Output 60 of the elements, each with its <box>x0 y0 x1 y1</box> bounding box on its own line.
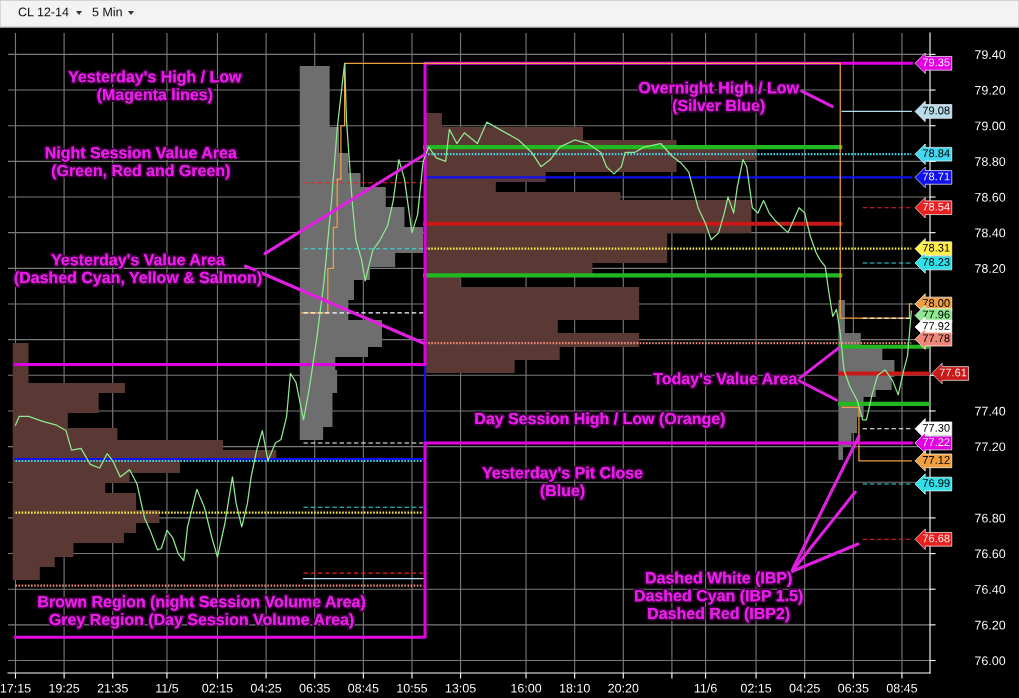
data-label: 77.92 <box>922 322 950 330</box>
annotation: Today's Value Area <box>653 372 798 388</box>
annotation: Dashed White (IBP) Dashed Cyan (IBP 1.5) Dashed Red (IBP2) <box>635 571 803 623</box>
y-tick-label: 79.40 <box>975 50 1006 60</box>
x-tick-label: 16:00 <box>511 683 542 693</box>
x-tick-label: 06:35 <box>838 683 869 693</box>
x-tick-label: 04:25 <box>250 683 282 693</box>
text: CL 12-14 <box>18 7 69 17</box>
annotation: Day Session High / Low (Orange) <box>475 412 725 428</box>
x-tick-label: 02:15 <box>740 683 772 693</box>
data-label: 78.71 <box>922 172 950 181</box>
annotation: Yesterday's Value Area (Dashed Cyan, Yellow & Salmon) <box>14 253 262 287</box>
x-tick-label: 08:45 <box>348 683 379 693</box>
x-tick-label: 06:35 <box>299 683 330 693</box>
y-tick-label: 78.80 <box>975 157 1006 167</box>
annotation: Yesterday's Pit Close (Blue) <box>482 466 643 500</box>
data-label: 77.78 <box>922 334 950 343</box>
x-tick-label: 11/5 <box>156 683 179 693</box>
x-tick-label: 02:15 <box>202 683 233 693</box>
y-tick-label: 78.40 <box>975 228 1006 238</box>
x-tick-label: 20:20 <box>608 683 639 693</box>
y-tick-label: 76.00 <box>975 656 1006 666</box>
data-label: 77.22 <box>922 438 950 446</box>
data-label: 76.99 <box>922 479 950 488</box>
y-tick-label: 76.20 <box>975 620 1006 630</box>
data-label: 77.30 <box>922 423 950 432</box>
x-tick-label: 13:05 <box>445 683 476 693</box>
data-label: 78.84 <box>922 149 950 158</box>
x-tick-label: 19:25 <box>49 683 80 693</box>
text: 5 Min <box>92 7 122 17</box>
x-tick-label: 11/6 <box>694 683 717 693</box>
data-label: 78.54 <box>922 202 950 211</box>
y-tick-label: 78.20 <box>975 264 1006 273</box>
x-tick-label: 08:45 <box>886 683 918 693</box>
y-tick-label: 77.40 <box>975 406 1006 416</box>
y-tick-label: 79.00 <box>975 121 1006 131</box>
y-tick-label: 79.20 <box>975 85 1006 95</box>
data-label: 78.31 <box>922 243 950 252</box>
y-tick-label: 76.40 <box>975 585 1006 594</box>
x-tick-label: 10:55 <box>397 683 428 693</box>
y-tick-label: 78.60 <box>975 192 1006 202</box>
data-label: 78.00 <box>922 299 950 307</box>
data-label: 77.61 <box>939 368 967 377</box>
annotation: Night Session Value Area (Green, Red and Green) <box>45 146 237 180</box>
data-label: 76.68 <box>922 534 950 543</box>
y-tick-label: 76.80 <box>975 513 1006 523</box>
x-tick-label: 17:15 <box>0 683 31 693</box>
y-tick-label: 77.20 <box>975 442 1006 452</box>
y-tick-label: 76.60 <box>975 549 1006 559</box>
data-label: 77.12 <box>922 455 950 464</box>
x-tick-label: 21:35 <box>97 683 128 693</box>
data-label: 79.08 <box>922 106 950 115</box>
annotation: Brown Region (night Session Volume Area) Grey Region (Day Session Volume Area) <box>38 595 365 629</box>
annotation: Overnight High / Low (Silver Blue) <box>639 81 800 115</box>
annotation: Yesterday's High / Low (Magenta lines) <box>68 70 242 104</box>
data-label: 79.35 <box>922 58 950 67</box>
x-tick-label: 04:25 <box>789 683 820 693</box>
data-label: 78.23 <box>922 258 950 266</box>
data-label: 77.96 <box>922 310 950 319</box>
x-tick-label: 18:10 <box>559 683 590 693</box>
